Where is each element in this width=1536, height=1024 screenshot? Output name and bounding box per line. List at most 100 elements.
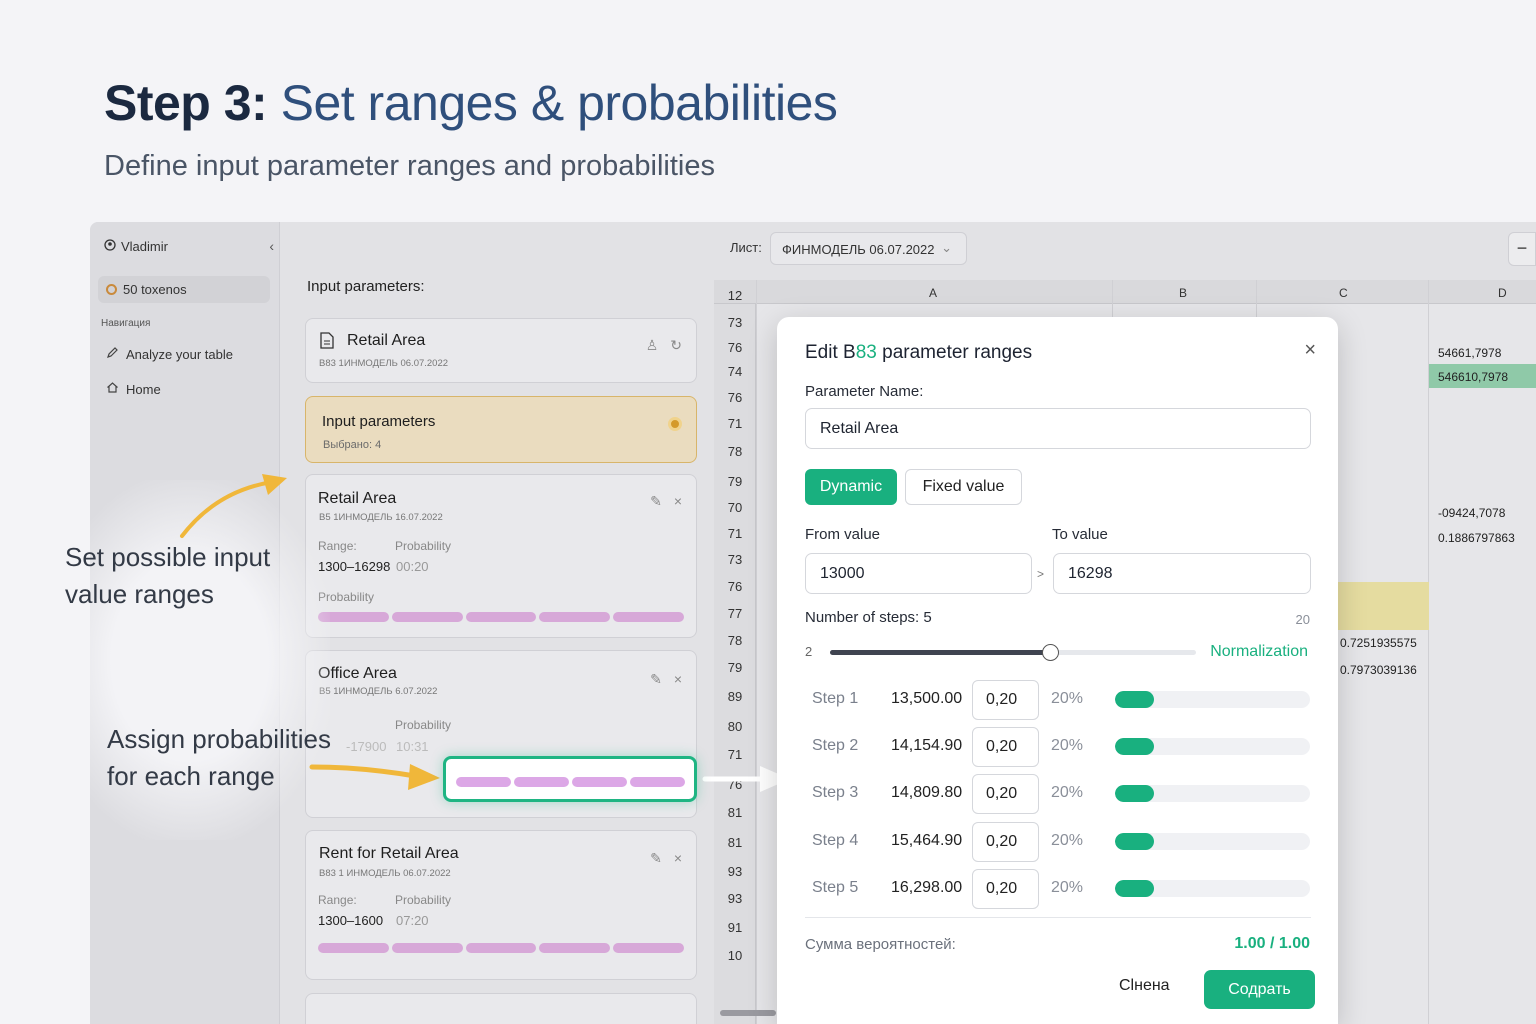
user-pin-icon[interactable]: ♙ <box>645 337 659 353</box>
steps-slider[interactable] <box>830 644 1196 661</box>
horizontal-scrollbar[interactable] <box>720 1010 776 1016</box>
step-row: Step 5 16,298.00 0,20 20% <box>777 869 1338 909</box>
row-number[interactable]: 10 <box>727 948 743 963</box>
row-number[interactable]: 74 <box>727 364 743 379</box>
step-probability-bar <box>1115 691 1310 708</box>
step-row: Step 1 13,500.00 0,20 20% <box>777 680 1338 720</box>
annotation-backdrop <box>50 480 330 840</box>
close-icon[interactable]: × <box>673 671 682 687</box>
token-label: 50 toxenos <box>123 282 187 297</box>
row-number[interactable]: 81 <box>727 835 743 850</box>
cell-d76[interactable]: 54661,7978 <box>1438 346 1502 360</box>
row-number[interactable]: 91 <box>727 920 743 935</box>
row-header-number: 12 <box>727 288 743 303</box>
step-probability-input[interactable]: 0,20 <box>972 727 1039 767</box>
close-icon[interactable]: × <box>673 493 682 509</box>
document-icon <box>320 332 334 354</box>
sheet-select[interactable]: ФИНМОДЕЛЬ 06.07.2022 ⌄ <box>770 232 967 265</box>
row-number[interactable]: 79 <box>727 474 743 489</box>
row-number[interactable]: 71 <box>727 747 743 762</box>
from-value-input[interactable]: 13000 <box>805 553 1032 594</box>
card-subtitle: B83 1ИНМОДЕЛЬ 06.07.2022 <box>319 358 449 369</box>
probability-label: Probability <box>395 893 452 907</box>
pencil-icon[interactable]: ✎ <box>650 493 662 509</box>
cell-d74[interactable]: 546610,7978 <box>1438 370 1509 384</box>
row-number[interactable]: 73 <box>727 552 743 567</box>
row-number[interactable]: 76 <box>727 579 743 594</box>
cell-c78[interactable]: 0.7251935575 <box>1340 636 1417 650</box>
save-button[interactable]: Содрать <box>1204 970 1315 1009</box>
param-card-retail-area-header[interactable]: Retail Area B83 1ИНМОДЕЛЬ 06.07.2022 ♙ ↻ <box>305 318 697 383</box>
row-number[interactable]: 78 <box>727 444 743 459</box>
dynamic-mode-button[interactable]: Dynamic <box>805 469 897 505</box>
hero-subtitle: Define input parameter ranges and probab… <box>104 150 715 182</box>
row-number[interactable]: 93 <box>727 864 743 879</box>
range-value: -17900 <box>346 739 387 754</box>
row-number[interactable]: 77 <box>727 606 743 621</box>
step-probability-input[interactable]: 0,20 <box>972 680 1039 720</box>
modal-title: Edit B83 parameter ranges <box>805 342 1032 364</box>
user-name: Vladimir <box>121 238 168 254</box>
step-percent: 20% <box>1051 784 1084 801</box>
pencil-icon[interactable]: ✎ <box>650 850 662 866</box>
row-number[interactable]: 76 <box>727 390 743 405</box>
param-name-label: Parameter Name: <box>805 383 924 400</box>
row-number[interactable]: 70 <box>727 500 743 515</box>
row-number[interactable]: 93 <box>727 891 743 906</box>
step-value: 15,464.90 <box>891 832 963 849</box>
minimize-button[interactable]: − <box>1508 232 1536 266</box>
param-card-input-selected[interactable]: Input parameters Выбрано: 4 <box>305 396 697 463</box>
step-probability-input[interactable]: 0,20 <box>972 822 1039 862</box>
probability-label: Probability <box>395 718 452 732</box>
close-icon[interactable]: × <box>1304 339 1316 361</box>
cancel-button[interactable]: Сlнена <box>1119 977 1170 994</box>
row-number[interactable]: 78 <box>727 633 743 648</box>
step-percent: 20% <box>1051 879 1084 896</box>
row-number[interactable]: 89 <box>727 689 743 704</box>
param-name-input[interactable]: Retail Area <box>805 408 1311 449</box>
step-name: Step 3 <box>812 784 859 801</box>
row-number[interactable]: 71 <box>727 416 743 431</box>
column-header-d[interactable]: D <box>1498 286 1507 300</box>
collapse-sidebar-icon[interactable]: ‹ <box>269 238 274 254</box>
highlighted-cell[interactable] <box>1334 582 1429 630</box>
slider-handle[interactable] <box>1041 644 1059 661</box>
cell-d71[interactable]: 0.1886797863 <box>1438 531 1515 545</box>
row-number[interactable]: 76 <box>727 340 743 355</box>
to-value-input[interactable]: 16298 <box>1053 553 1311 594</box>
step-probability-input[interactable]: 0,20 <box>972 869 1039 909</box>
token-balance[interactable]: 50 toxenos <box>98 276 270 303</box>
cell-c79[interactable]: 0.7973039136 <box>1340 663 1417 677</box>
row-number[interactable]: 81 <box>727 805 743 820</box>
step-probability-fill <box>1115 880 1154 897</box>
user-menu[interactable]: Vladimir ‹ <box>104 238 274 254</box>
column-header-c[interactable]: C <box>1339 286 1348 300</box>
sidebar-item-home[interactable]: Home <box>106 381 161 397</box>
row-number[interactable]: 79 <box>727 660 743 675</box>
param-card-more[interactable] <box>305 993 697 1024</box>
modal-title-prefix: Edit <box>805 342 838 363</box>
step-value: 16,298.00 <box>891 879 963 896</box>
column-header-a[interactable]: A <box>929 286 938 300</box>
normalization-link[interactable]: Normalization <box>1210 643 1308 660</box>
column-header-b[interactable]: B <box>1179 286 1188 300</box>
annotation-ranges-line2: value ranges <box>65 579 214 609</box>
row-number[interactable]: 73 <box>727 315 743 330</box>
cell-d70[interactable]: -09424,7078 <box>1438 506 1506 520</box>
highlighted-cell[interactable] <box>1429 364 1536 388</box>
row-number[interactable]: 71 <box>727 526 743 541</box>
step-name: Step 2 <box>812 737 859 754</box>
step-probability-input[interactable]: 0,20 <box>972 774 1039 814</box>
edit-icon <box>106 346 119 362</box>
sidebar-item-label: Home <box>126 381 161 397</box>
refresh-icon[interactable]: ↻ <box>670 337 682 353</box>
sidebar-item-analyze[interactable]: Analyze your table <box>106 346 233 362</box>
fixed-value-button[interactable]: Fixed value <box>905 469 1022 505</box>
close-icon[interactable]: × <box>673 850 682 866</box>
pencil-icon[interactable]: ✎ <box>650 671 662 687</box>
param-card-retail-area[interactable]: Retail Area B5 1ИНМОДЕЛЬ 16.07.2022 ✎ × … <box>305 474 697 638</box>
home-icon <box>106 381 119 397</box>
param-card-rent-retail[interactable]: Rent for Retail Area B83 1 ИНМОДЕЛЬ 06.0… <box>305 830 697 980</box>
row-number[interactable]: 80 <box>727 719 743 734</box>
step-row: Step 4 15,464.90 0,20 20% <box>777 822 1338 862</box>
